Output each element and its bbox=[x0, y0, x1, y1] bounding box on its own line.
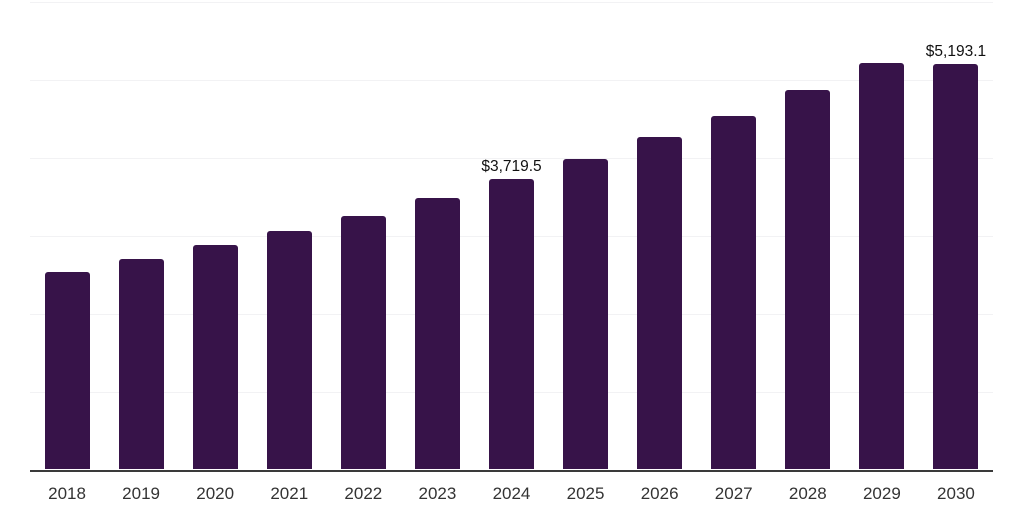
x-tick-2027: 2027 bbox=[714, 484, 753, 503]
bar-2027 bbox=[711, 115, 757, 470]
x-tick-2026: 2026 bbox=[640, 484, 679, 503]
gridline-6000 bbox=[30, 1, 993, 3]
bar-2021 bbox=[266, 230, 312, 470]
x-tick-2030: 2030 bbox=[937, 484, 975, 503]
bar-2020 bbox=[192, 244, 238, 470]
bar-2029 bbox=[859, 63, 905, 470]
x-tick-2021: 2021 bbox=[270, 484, 309, 503]
value-label-2024: $3,719.5 bbox=[481, 158, 542, 176]
x-tick-2028: 2028 bbox=[788, 484, 827, 503]
gridline-4000 bbox=[30, 157, 993, 159]
bar-2025 bbox=[563, 158, 609, 470]
bar-2030 bbox=[933, 64, 979, 470]
x-tick-2029: 2029 bbox=[862, 484, 901, 503]
bar-2019 bbox=[118, 258, 164, 470]
x-axis-line bbox=[30, 469, 993, 472]
x-tick-2018: 2018 bbox=[48, 484, 86, 503]
bar-2023 bbox=[414, 198, 460, 470]
bar-2018 bbox=[44, 271, 90, 470]
bar-2022 bbox=[340, 215, 386, 470]
bar-2026 bbox=[637, 137, 683, 470]
x-tick-2020: 2020 bbox=[196, 484, 235, 503]
bar-2028 bbox=[785, 89, 831, 470]
value-label-2030: $5,193.1 bbox=[925, 43, 987, 61]
x-tick-2022: 2022 bbox=[344, 484, 383, 503]
gridline-5000 bbox=[30, 79, 993, 81]
x-tick-2024: 2024 bbox=[492, 484, 531, 503]
x-tick-2025: 2025 bbox=[566, 484, 605, 503]
x-tick-2019: 2019 bbox=[122, 484, 160, 503]
x-tick-2023: 2023 bbox=[418, 484, 457, 503]
bar-2024 bbox=[489, 179, 534, 470]
